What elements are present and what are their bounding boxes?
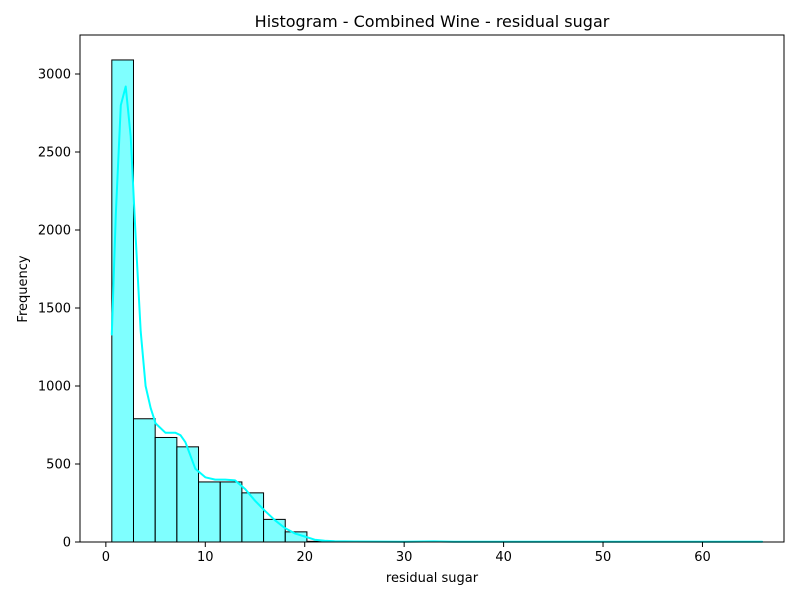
x-tick-label: 0 <box>102 550 110 565</box>
y-tick-label: 0 <box>63 536 71 551</box>
x-tick-label: 40 <box>495 550 512 565</box>
y-axis-label: Frequency <box>16 255 31 322</box>
x-tick-label: 50 <box>595 550 612 565</box>
y-tick-label: 1500 <box>38 302 71 317</box>
x-tick-label: 30 <box>396 550 413 565</box>
x-tick-label: 20 <box>296 550 313 565</box>
y-tick-label: 500 <box>46 458 71 473</box>
histogram-bar <box>220 482 242 542</box>
histogram-bar <box>177 447 199 542</box>
y-tick-label: 3000 <box>38 68 71 83</box>
histogram-bar <box>264 519 286 542</box>
histogram-bar <box>133 419 155 542</box>
chart-title: Histogram - Combined Wine - residual sug… <box>255 12 610 31</box>
histogram-bar <box>199 482 221 542</box>
y-tick-label: 1000 <box>38 380 71 395</box>
x-tick-label: 60 <box>694 550 711 565</box>
histogram-bar <box>155 437 177 542</box>
x-tick-label: 10 <box>197 550 214 565</box>
y-tick-label: 2000 <box>38 224 71 239</box>
x-axis-label: residual sugar <box>386 571 479 586</box>
histogram-bar <box>242 493 264 542</box>
y-tick-label: 2500 <box>38 146 71 161</box>
